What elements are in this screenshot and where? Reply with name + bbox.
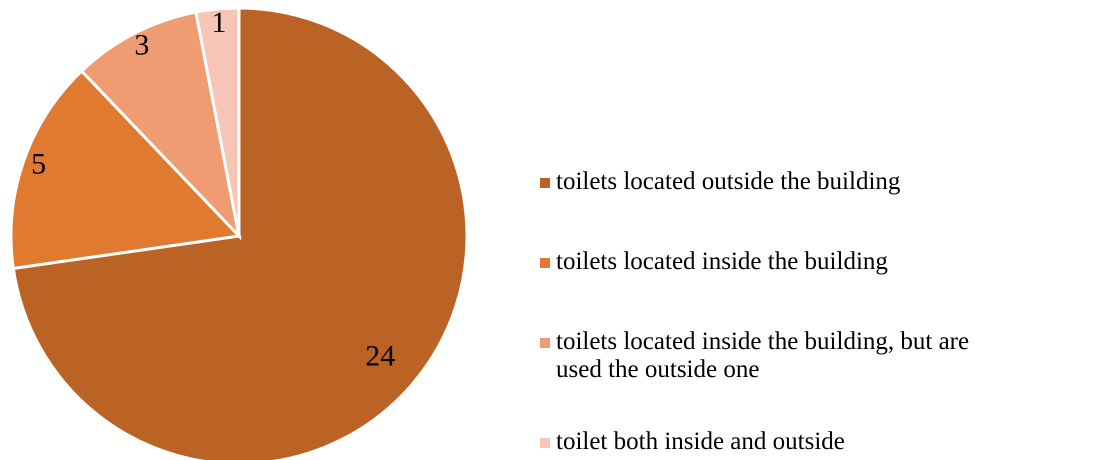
legend-swatch — [540, 258, 550, 268]
legend-swatch — [540, 338, 550, 348]
data-label: 24 — [365, 339, 395, 372]
legend-label: toilet both inside and outside — [556, 428, 845, 455]
data-label: 1 — [211, 6, 226, 39]
legend-label: toilets located outside the building — [556, 168, 901, 195]
pie-slice — [194, 6, 241, 237]
data-label: 5 — [31, 148, 46, 181]
legend-swatch — [540, 178, 550, 188]
pie-slice — [79, 10, 242, 241]
legend-entry: toilets located outside the building — [540, 168, 1006, 196]
legend-entry: toilets located inside the building, but… — [540, 328, 1006, 384]
pie-area: 24 5 3 1 — [9, 6, 469, 460]
legend-label: toilets located inside the building — [556, 248, 888, 275]
legend-swatch — [540, 438, 550, 448]
pie-slice — [9, 68, 243, 271]
legend-label: toilets located inside the building, but… — [556, 328, 970, 383]
data-label: 3 — [134, 28, 149, 61]
legend-entry: toilets located inside the building — [540, 248, 1006, 276]
legend-entry: toilet both inside and outside — [540, 428, 1006, 456]
